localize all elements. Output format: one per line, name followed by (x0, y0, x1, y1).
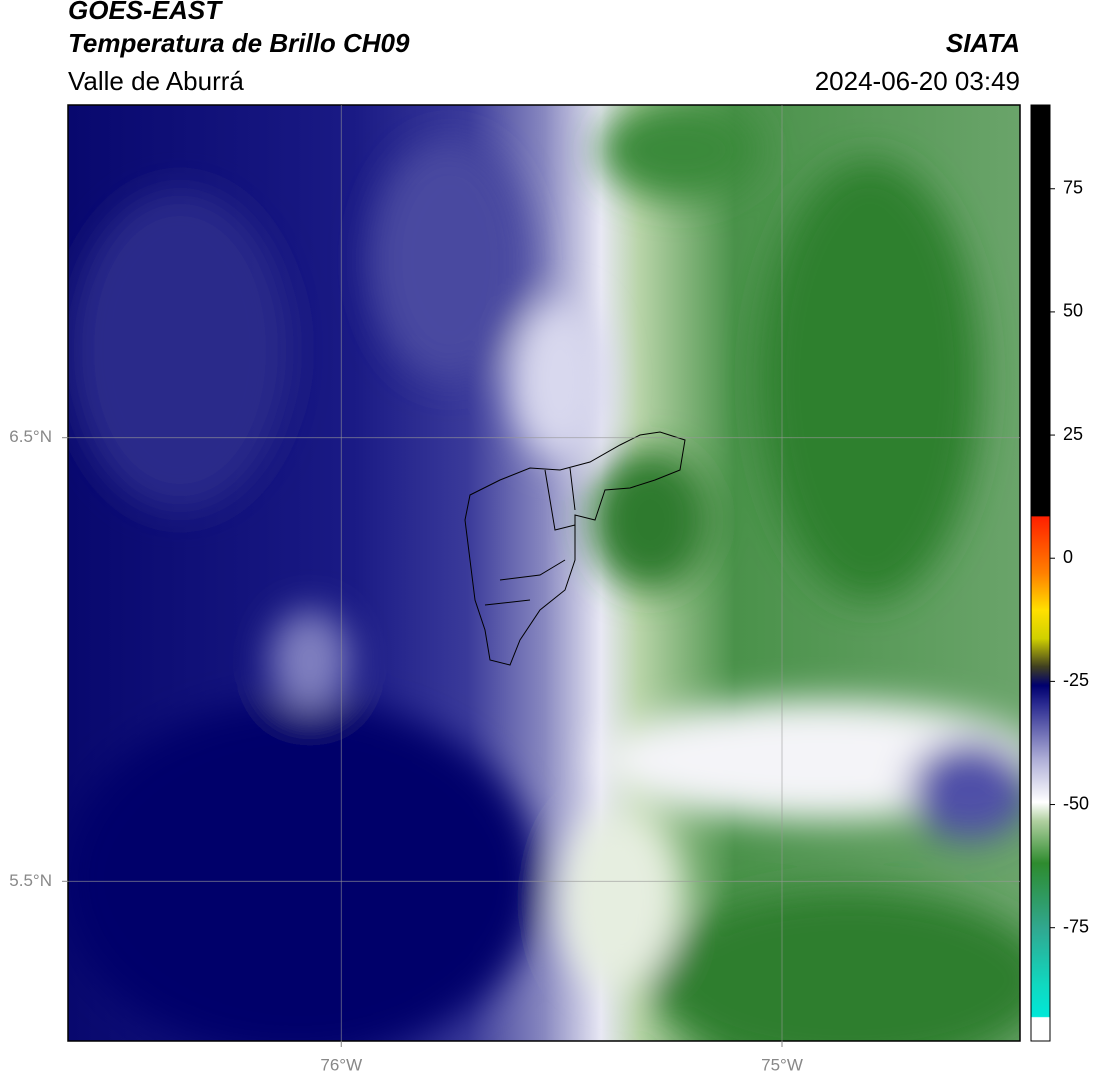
title: GOES-EAST (68, 0, 223, 25)
map-frame (67, 104, 1021, 1042)
colorbar-tick-label: -25 (1063, 670, 1089, 690)
colorbar-tick-label: -50 (1063, 793, 1089, 813)
colorbar-tick-label: 25 (1063, 424, 1083, 444)
y-tick-label: 5.5°N (9, 871, 52, 890)
region: Valle de Aburrá (68, 66, 244, 96)
valle-aburra-outline (464, 431, 686, 666)
colorbar (1030, 104, 1051, 1042)
subtitle: Temperatura de Brillo CH09 (68, 28, 410, 58)
y-tick-label: 6.5°N (9, 427, 52, 446)
colorbar-tick-label: -75 (1063, 916, 1089, 936)
x-tick-label: 75°W (761, 1055, 803, 1074)
source: SIATA (946, 28, 1020, 58)
datetime: 2024-06-20 03:49 (815, 66, 1020, 96)
x-tick-label: 76°W (320, 1055, 362, 1074)
colorbar-tick-label: 0 (1063, 547, 1073, 567)
colorbar-tick-label: 75 (1063, 177, 1083, 197)
colorbar-tick-label: 50 (1063, 301, 1083, 321)
satellite-image (68, 105, 1020, 1041)
